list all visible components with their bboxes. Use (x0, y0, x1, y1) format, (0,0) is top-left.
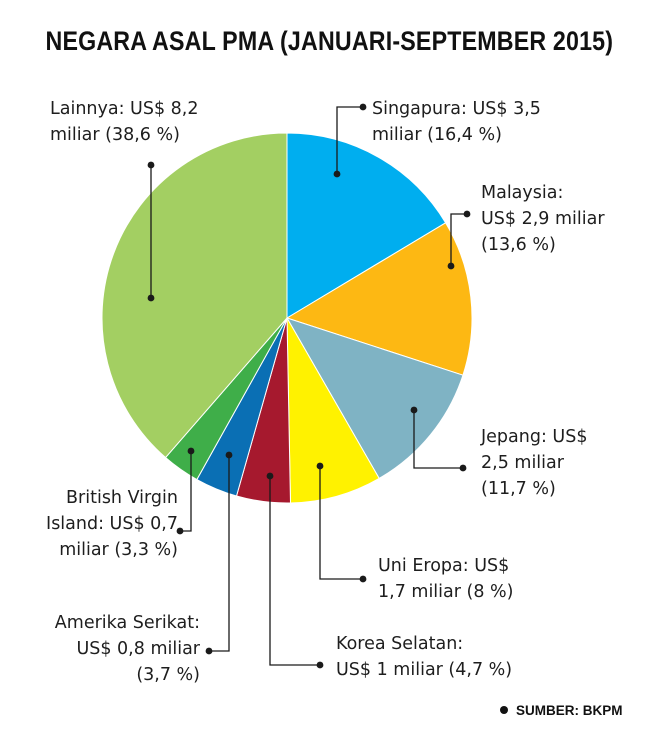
leader-amerika-serikat (205, 451, 233, 655)
leader-korea-selatan (266, 472, 324, 669)
label-uni-eropa: Uni Eropa: US$ 1,7 miliar (8 %) (378, 553, 514, 605)
chart-title: NEGARA ASAL PMA (JANUARI-SEPTEMBER 2015) (45, 26, 614, 56)
leader-line (413, 410, 463, 469)
source-note: SUMBER: BKPM (500, 703, 623, 718)
label-line: (11,7 %) (481, 479, 556, 499)
leader-dot (266, 472, 274, 480)
pie-slice-lainnya (101, 132, 288, 459)
leader-singapura (333, 103, 367, 178)
label-line: Lainnya: US$ 8,2 (50, 99, 199, 119)
leader-lainnya (147, 161, 155, 302)
label-line: Amerika Serikat: (54, 613, 200, 633)
pie-slice-singapura (286, 132, 447, 319)
label-korea-selatan: Korea Selatan: US$ 1 miliar (4,7 %) (336, 631, 512, 683)
leader-dot (316, 661, 324, 669)
label-line: miliar (16,4 %) (372, 125, 502, 145)
leader-line (209, 455, 230, 652)
leader-line (269, 476, 320, 666)
leader-dot (147, 161, 155, 169)
label-line: 2,5 miliar (481, 453, 564, 473)
leader-british-virgin-island (176, 447, 195, 535)
leader-line (450, 213, 467, 266)
label-malaysia: Malaysia: US$ 2,9 miliar (13,6 %) (481, 180, 605, 258)
label-singapura: Singapura: US$ 3,5 miliar (16,4 %) (372, 96, 541, 148)
leader-dot (463, 210, 471, 218)
label-line: (3,7 %) (136, 665, 200, 685)
leader-line (180, 451, 192, 532)
label-line: Island: US$ 0,7 (46, 514, 178, 534)
label-line: US$ 2,9 miliar (481, 209, 605, 229)
bullet-icon (500, 706, 508, 714)
leader-dot (459, 464, 467, 472)
label-line: Jepang: US$ (481, 427, 588, 447)
pie-slice-uni-eropa (286, 317, 380, 504)
label-line: Malaysia: (481, 183, 564, 203)
leader-dot (176, 527, 184, 535)
label-line: miliar (38,6 %) (50, 125, 180, 145)
leader-dot (187, 447, 195, 455)
label-jepang: Jepang: US$ 2,5 miliar (11,7 %) (481, 424, 587, 502)
label-british-virgin-island: British Virgin Island: US$ 0,7 miliar (3… (10, 485, 178, 563)
leader-dot (333, 170, 341, 178)
leader-dot (410, 406, 418, 414)
label-amerika-serikat: Amerika Serikat: US$ 0,8 miliar (3,7 %) (20, 610, 200, 688)
leader-dot (316, 462, 324, 470)
leader-dot (147, 294, 155, 302)
leader-dot (225, 451, 233, 459)
label-line: US$ 1 miliar (4,7 %) (336, 660, 513, 680)
label-line: Korea Selatan: (336, 634, 464, 654)
leader-dot (359, 575, 367, 583)
label-line: US$ 0,8 miliar (76, 639, 200, 659)
leader-malaysia (447, 210, 471, 270)
leader-dot (447, 262, 455, 270)
leader-jepang (410, 406, 467, 472)
leader-dot (359, 103, 367, 111)
label-line: Singapura: US$ 3,5 (372, 99, 541, 119)
label-line: miliar (3,3 %) (59, 540, 178, 560)
label-lainnya: Lainnya: US$ 8,2 miliar (38,6 %) (50, 96, 199, 148)
pie-slice-jepang (285, 317, 464, 480)
label-line: 1,7 miliar (8 %) (378, 582, 514, 602)
leader-line (319, 466, 363, 580)
source-text: SUMBER: BKPM (516, 703, 623, 718)
label-line: British Virgin (66, 488, 178, 508)
label-line: Uni Eropa: US$ (378, 556, 510, 576)
leader-uni-eropa (316, 462, 367, 583)
label-line: (13,6 %) (481, 235, 556, 255)
leader-line (336, 106, 363, 174)
leader-dot (205, 647, 213, 655)
